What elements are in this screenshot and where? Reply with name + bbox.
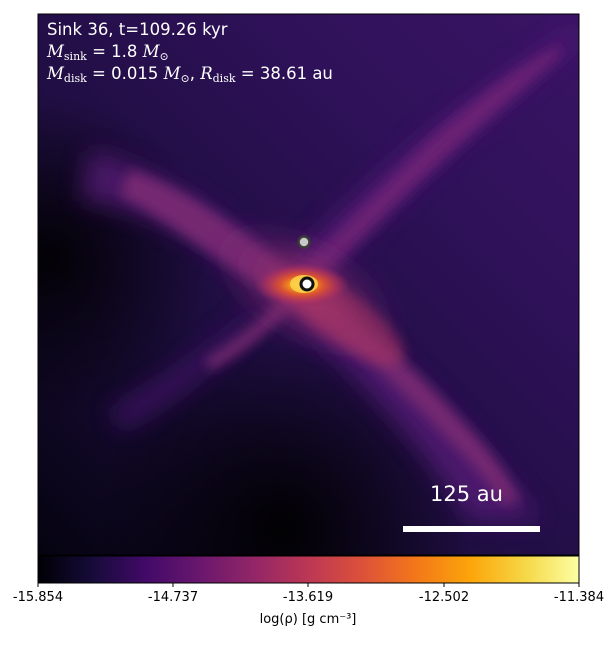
scale-bar [403, 526, 540, 532]
colorbar-tick-label: -11.384 [553, 590, 605, 605]
colorbar-tick-label: -14.737 [147, 590, 199, 605]
sink-marker-secondary [297, 235, 311, 249]
colorbar-tick-label: -13.619 [282, 590, 334, 605]
density-image [38, 14, 579, 555]
colorbar-tick-label: -15.854 [12, 590, 64, 605]
colorbar-tick-label: -12.502 [418, 590, 470, 605]
sink-mass-label: Msink = 1.8 M⊙ [47, 42, 169, 63]
disk-properties-label: Mdisk = 0.015 M⊙, Rdisk = 38.61 au [47, 64, 333, 85]
sink-marker-primary [299, 276, 315, 292]
scale-bar-label: 125 au [430, 482, 503, 506]
sink-time-label: Sink 36, t=109.26 kyr [47, 20, 228, 39]
colorbar-label: log(ρ) [g cm⁻³] [259, 612, 357, 627]
colorbar-ticks [37, 583, 580, 587]
colorbar [38, 556, 579, 583]
plot-frame [37, 13, 580, 556]
